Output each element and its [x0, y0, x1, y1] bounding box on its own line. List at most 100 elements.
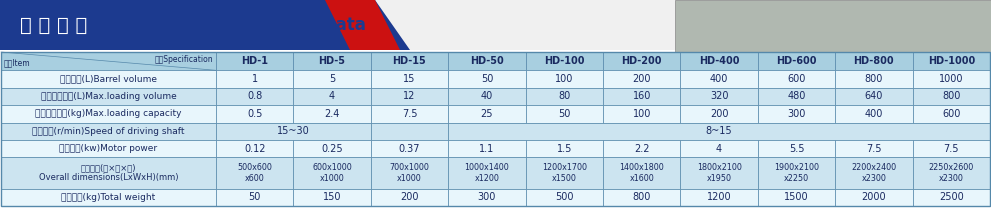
Bar — [603, 189, 681, 206]
Bar — [371, 140, 448, 157]
Bar — [681, 105, 758, 123]
Text: 2.2: 2.2 — [634, 144, 649, 154]
Bar — [216, 70, 293, 88]
Bar — [1, 105, 216, 123]
Bar — [525, 189, 603, 206]
Bar — [835, 105, 913, 123]
Text: HD-400: HD-400 — [699, 56, 739, 66]
Text: HD-1: HD-1 — [241, 56, 269, 66]
Bar — [758, 70, 835, 88]
Text: 2500: 2500 — [938, 192, 963, 202]
Bar — [1, 88, 216, 105]
Bar — [216, 123, 371, 140]
Text: 4: 4 — [716, 144, 722, 154]
Bar — [293, 105, 371, 123]
Bar — [525, 157, 603, 189]
Bar — [293, 157, 371, 189]
Text: 50: 50 — [249, 192, 261, 202]
Text: 4: 4 — [329, 92, 335, 102]
Text: 0.37: 0.37 — [398, 144, 420, 154]
Bar — [1, 70, 216, 88]
Bar — [913, 140, 990, 157]
Polygon shape — [0, 0, 410, 50]
Text: 1000x1400
x1200: 1000x1400 x1200 — [465, 163, 509, 183]
Text: 50: 50 — [558, 109, 571, 119]
Bar — [293, 70, 371, 88]
Text: 40: 40 — [481, 92, 494, 102]
Text: 800: 800 — [942, 92, 960, 102]
Bar — [835, 52, 913, 70]
Bar — [681, 140, 758, 157]
Bar — [216, 140, 293, 157]
Bar — [525, 140, 603, 157]
Bar — [681, 157, 758, 189]
Text: 2.4: 2.4 — [324, 109, 340, 119]
Text: 400: 400 — [865, 109, 883, 119]
Bar — [448, 105, 525, 123]
Text: 1800x2100
x1950: 1800x2100 x1950 — [697, 163, 741, 183]
Text: 500x600
x600: 500x600 x600 — [237, 163, 273, 183]
Text: 0.5: 0.5 — [247, 109, 263, 119]
Text: 200: 200 — [710, 109, 728, 119]
Bar — [835, 88, 913, 105]
Text: 600: 600 — [942, 109, 960, 119]
Bar — [371, 52, 448, 70]
Text: 2200x2400
x2300: 2200x2400 x2300 — [851, 163, 897, 183]
Text: 200: 200 — [632, 74, 651, 84]
Text: 15: 15 — [403, 74, 415, 84]
Bar — [603, 157, 681, 189]
Bar — [758, 189, 835, 206]
Text: 640: 640 — [865, 92, 883, 102]
Bar — [758, 52, 835, 70]
Bar — [913, 70, 990, 88]
Bar — [371, 70, 448, 88]
Bar — [758, 88, 835, 105]
Bar — [681, 70, 758, 88]
Text: 1.5: 1.5 — [557, 144, 572, 154]
Bar — [758, 140, 835, 157]
Text: 2000: 2000 — [861, 192, 886, 202]
Bar — [603, 105, 681, 123]
Text: 1.1: 1.1 — [480, 144, 495, 154]
Text: 200: 200 — [400, 192, 419, 202]
Text: 整机重量(kg)Total weight: 整机重量(kg)Total weight — [61, 193, 156, 202]
Text: 480: 480 — [787, 92, 806, 102]
Bar — [675, 0, 991, 52]
Bar — [1, 52, 216, 70]
Text: HD-5: HD-5 — [318, 56, 346, 66]
Bar — [293, 189, 371, 206]
Bar — [448, 123, 990, 140]
Text: 1200x1700
x1500: 1200x1700 x1500 — [542, 163, 587, 183]
Text: 320: 320 — [710, 92, 728, 102]
Bar — [835, 70, 913, 88]
Text: 0.8: 0.8 — [247, 92, 263, 102]
Bar — [525, 105, 603, 123]
Bar — [835, 140, 913, 157]
Text: 0.25: 0.25 — [321, 144, 343, 154]
Bar — [681, 52, 758, 70]
Bar — [758, 157, 835, 189]
Text: 1900x2100
x2250: 1900x2100 x2250 — [774, 163, 819, 183]
Bar — [216, 52, 293, 70]
Bar — [681, 189, 758, 206]
Text: 8~15: 8~15 — [706, 126, 732, 136]
Text: 7.5: 7.5 — [943, 144, 959, 154]
Bar — [371, 105, 448, 123]
Text: 25: 25 — [481, 109, 494, 119]
Text: 300: 300 — [478, 192, 496, 202]
Bar — [1, 157, 216, 189]
Bar — [371, 123, 448, 140]
Text: 主轴转速(r/min)Speed of driving shaft: 主轴转速(r/min)Speed of driving shaft — [33, 127, 184, 136]
Text: HD-50: HD-50 — [470, 56, 503, 66]
Text: 技 术 参 数: 技 术 参 数 — [20, 16, 87, 35]
Bar — [216, 189, 293, 206]
Text: 500: 500 — [555, 192, 574, 202]
Polygon shape — [325, 0, 400, 50]
Bar — [603, 88, 681, 105]
Text: 外形尺寸(长×宽×高)
Overall dimensions(LxWxH)(mm): 外形尺寸(长×宽×高) Overall dimensions(LxWxH)(mm… — [39, 164, 178, 182]
Text: HD-1000: HD-1000 — [928, 56, 975, 66]
Text: 5.5: 5.5 — [789, 144, 805, 154]
Text: 80: 80 — [558, 92, 571, 102]
Text: 800: 800 — [865, 74, 883, 84]
Bar — [216, 157, 293, 189]
